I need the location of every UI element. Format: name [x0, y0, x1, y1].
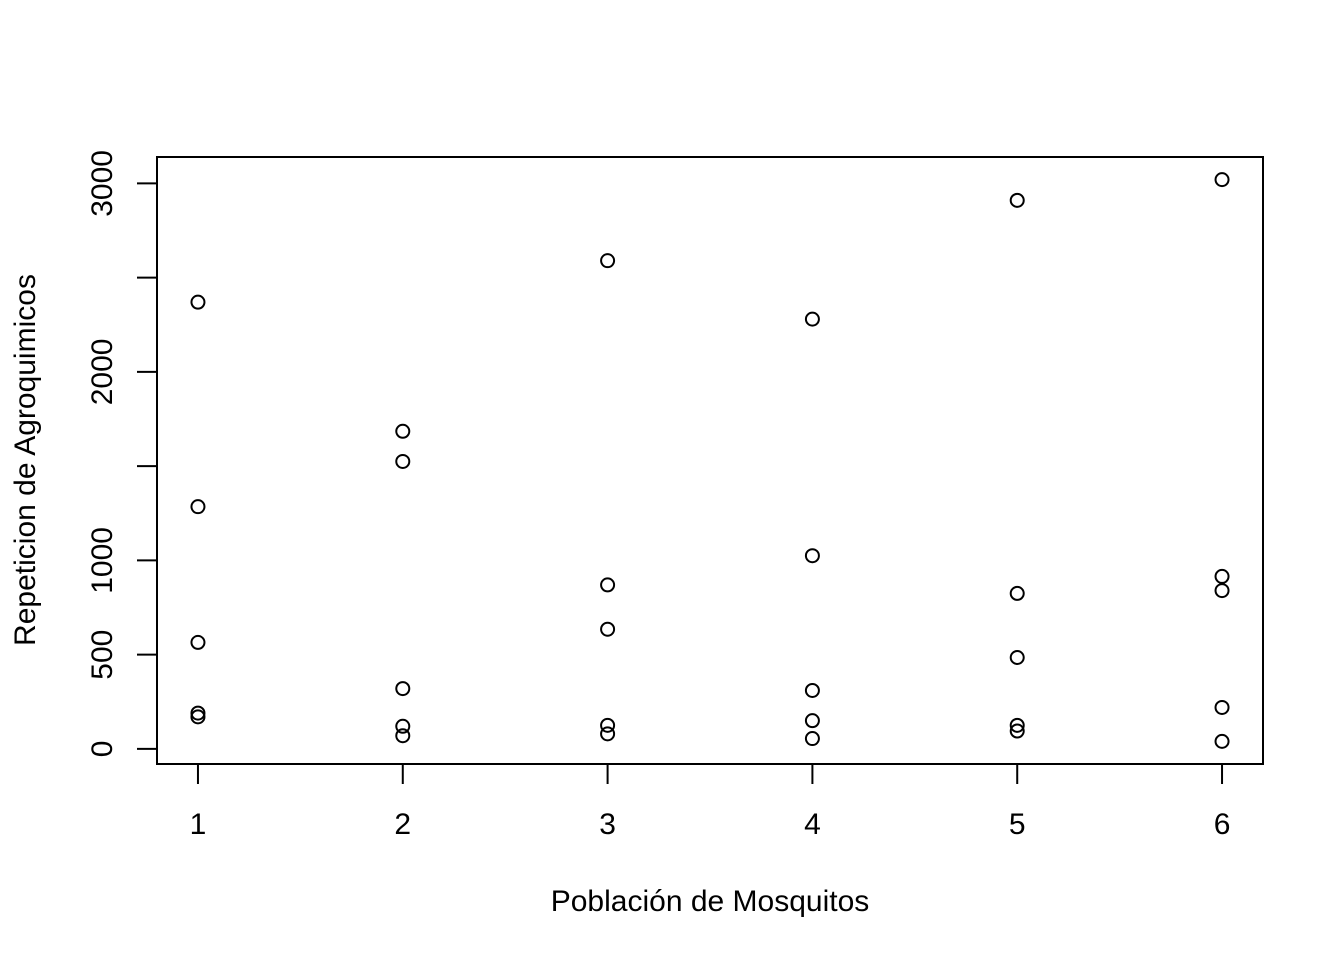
data-point: [804, 311, 820, 327]
x-tick-label: 3: [599, 808, 616, 841]
y-tick-label: 3000: [86, 150, 119, 217]
y-tick-label: 0: [86, 741, 119, 758]
data-point: [600, 577, 616, 593]
x-tick-label: 1: [190, 808, 207, 841]
data-point: [1214, 583, 1230, 599]
data-point: [1214, 172, 1230, 188]
data-point: [600, 717, 616, 733]
data-point: [1214, 733, 1230, 749]
data-point: [395, 728, 411, 744]
y-tick-label: 1000: [86, 527, 119, 594]
data-point: [1214, 699, 1230, 715]
x-tick-label: 6: [1214, 808, 1231, 841]
data-point: [600, 726, 616, 742]
data-point: [804, 548, 820, 564]
data-point: [395, 453, 411, 469]
data-point: [190, 709, 206, 725]
data-point: [1009, 585, 1025, 601]
data-point: [190, 294, 206, 310]
x-axis: 1 2 3 4 5 6: [190, 764, 1231, 841]
data-points: [190, 172, 1230, 749]
plot-frame: [156, 156, 1264, 765]
y-tick-label: 2000: [86, 339, 119, 406]
data-point: [1009, 192, 1025, 208]
data-point: [600, 253, 616, 269]
x-tick-label: 5: [1009, 808, 1026, 841]
data-point: [395, 718, 411, 734]
x-tick-label: 2: [394, 808, 411, 841]
data-point: [395, 681, 411, 697]
data-point: [804, 682, 820, 698]
x-tick-label: 4: [804, 808, 821, 841]
data-point: [190, 499, 206, 515]
data-point: [804, 713, 820, 729]
data-point: [600, 621, 616, 637]
data-point: [190, 705, 206, 721]
data-point: [395, 423, 411, 439]
data-point: [804, 731, 820, 747]
data-point: [1009, 723, 1025, 739]
y-axis-title: Repeticion de Agroquimicos: [9, 274, 42, 646]
y-axis: 0 500 1000 2000 3000: [86, 150, 157, 757]
y-tick-label: 500: [86, 630, 119, 680]
data-point: [1214, 568, 1230, 584]
data-point: [1009, 717, 1025, 733]
x-axis-title: Población de Mosquitos: [551, 885, 870, 918]
data-point: [1009, 649, 1025, 665]
data-point: [190, 634, 206, 650]
